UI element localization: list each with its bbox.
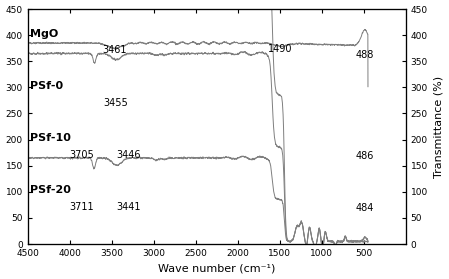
Text: 488: 488 [356,50,374,60]
Text: 3711: 3711 [69,202,94,212]
Text: PSf-0: PSf-0 [30,81,63,91]
Text: 486: 486 [356,151,374,161]
Text: PSf-20: PSf-20 [30,186,71,196]
Text: PSf-10: PSf-10 [30,133,71,143]
Y-axis label: Transmittance (%): Transmittance (%) [433,76,444,178]
Text: 484: 484 [356,203,374,213]
Text: 1490: 1490 [269,44,293,54]
Text: 3461: 3461 [103,45,127,56]
Text: 3455: 3455 [103,98,128,108]
Text: 3441: 3441 [117,202,141,212]
Text: 3705: 3705 [70,150,94,160]
X-axis label: Wave number (cm⁻¹): Wave number (cm⁻¹) [158,263,275,273]
Text: MgO: MgO [30,29,58,39]
Text: 3446: 3446 [116,150,141,160]
